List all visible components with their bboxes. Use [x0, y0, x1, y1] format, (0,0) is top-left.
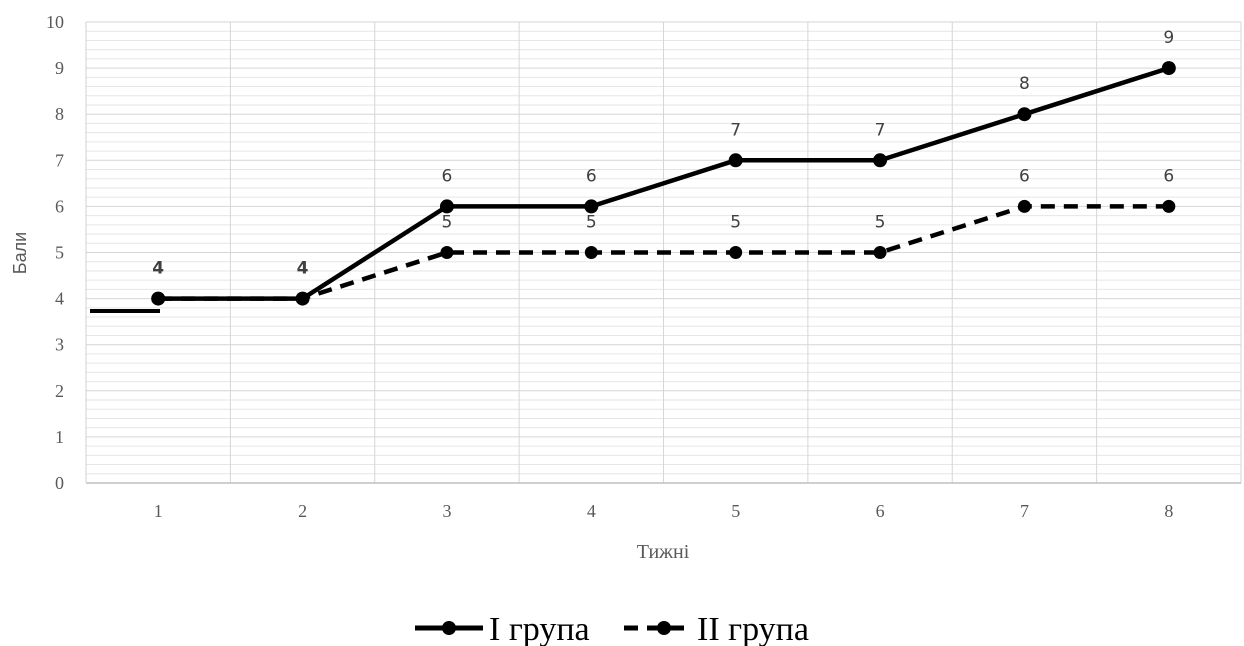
data-label-series-1: 7: [875, 120, 886, 140]
series-lines: [90, 61, 1176, 313]
series-line-1: [158, 65, 1170, 301]
x-tick-label: 8: [1164, 501, 1173, 521]
x-tick-label: 4: [587, 501, 596, 521]
data-point-series-1: [439, 199, 454, 214]
x-tick-label: 2: [298, 501, 307, 521]
data-point-series-1: [1017, 107, 1032, 122]
y-tick-label: 4: [55, 289, 64, 309]
x-tick-label: 5: [731, 501, 740, 521]
legend-label-series-1: I група: [489, 611, 590, 646]
y-tick-label: 6: [55, 196, 64, 216]
data-point-series-2: [729, 246, 743, 259]
y-tick-label: 5: [55, 243, 64, 263]
legend: I група II група: [415, 611, 809, 646]
data-label-series-1: 9: [1163, 28, 1174, 48]
y-tick-label: 7: [55, 150, 64, 170]
data-point-series-1: [873, 153, 888, 168]
data-label-series-2: 6: [1163, 166, 1174, 186]
data-point-series-2: [873, 246, 887, 259]
x-tick-label: 1: [154, 501, 163, 521]
legend-item-series-1: I група: [415, 611, 590, 646]
y-tick-label: 9: [55, 58, 64, 78]
series-line-2: [158, 204, 1169, 301]
y-tick-label: 10: [46, 12, 64, 32]
data-label-series-1: 4: [297, 259, 309, 279]
legend-item-series-2: II група: [624, 611, 809, 646]
x-tick-label: 3: [442, 501, 451, 521]
data-label-series-2: 5: [875, 213, 886, 233]
x-axis-title: Тижні: [637, 541, 690, 563]
x-tick-label: 7: [1020, 501, 1029, 521]
data-point-series-1: [584, 199, 599, 214]
data-label-series-2: 6: [1019, 166, 1030, 186]
data-point-series-2: [440, 246, 454, 259]
legend-marker-series-2: [657, 621, 671, 635]
data-point-series-1: [1161, 61, 1176, 76]
y-tick-label: 2: [55, 381, 64, 401]
y-tick-label: 0: [55, 473, 64, 493]
data-label-series-2: 5: [586, 213, 597, 233]
data-label-series-2: 5: [442, 213, 453, 233]
x-tick-label: 6: [876, 501, 885, 521]
data-label-series-1: 7: [730, 120, 741, 140]
data-point-series-1: [295, 291, 310, 306]
data-point-series-2: [1017, 199, 1031, 213]
legend-marker-series-1: [442, 621, 456, 635]
data-label-series-2: 5: [730, 213, 741, 233]
data-label-series-1: 6: [586, 166, 597, 186]
data-label-series-1: 6: [442, 166, 453, 186]
data-point-series-1: [728, 153, 743, 168]
y-axis-title: Бали: [10, 232, 30, 274]
data-point-series-1: [151, 291, 166, 306]
data-point-series-2: [1162, 199, 1176, 213]
legend-label-series-2: II група: [697, 611, 809, 646]
y-tick-label: 8: [55, 104, 64, 124]
data-label-series-1: 4: [152, 259, 164, 279]
y-tick-labels: 0 1 2 3 4 5 6 7 8 9 10: [46, 12, 64, 493]
data-point-series-2: [584, 246, 598, 259]
x-tick-labels: 1 2 3 4 5 6 7 8: [154, 501, 1174, 521]
data-label-series-1: 8: [1019, 74, 1030, 94]
axes: [85, 22, 1241, 484]
y-tick-label: 3: [55, 335, 64, 355]
data-labels: 4 4 6 6 7 7 8 9 5 5 5 5 6 6: [152, 28, 1174, 279]
y-tick-label: 1: [55, 427, 64, 447]
grid-lines: [85, 21, 1242, 484]
